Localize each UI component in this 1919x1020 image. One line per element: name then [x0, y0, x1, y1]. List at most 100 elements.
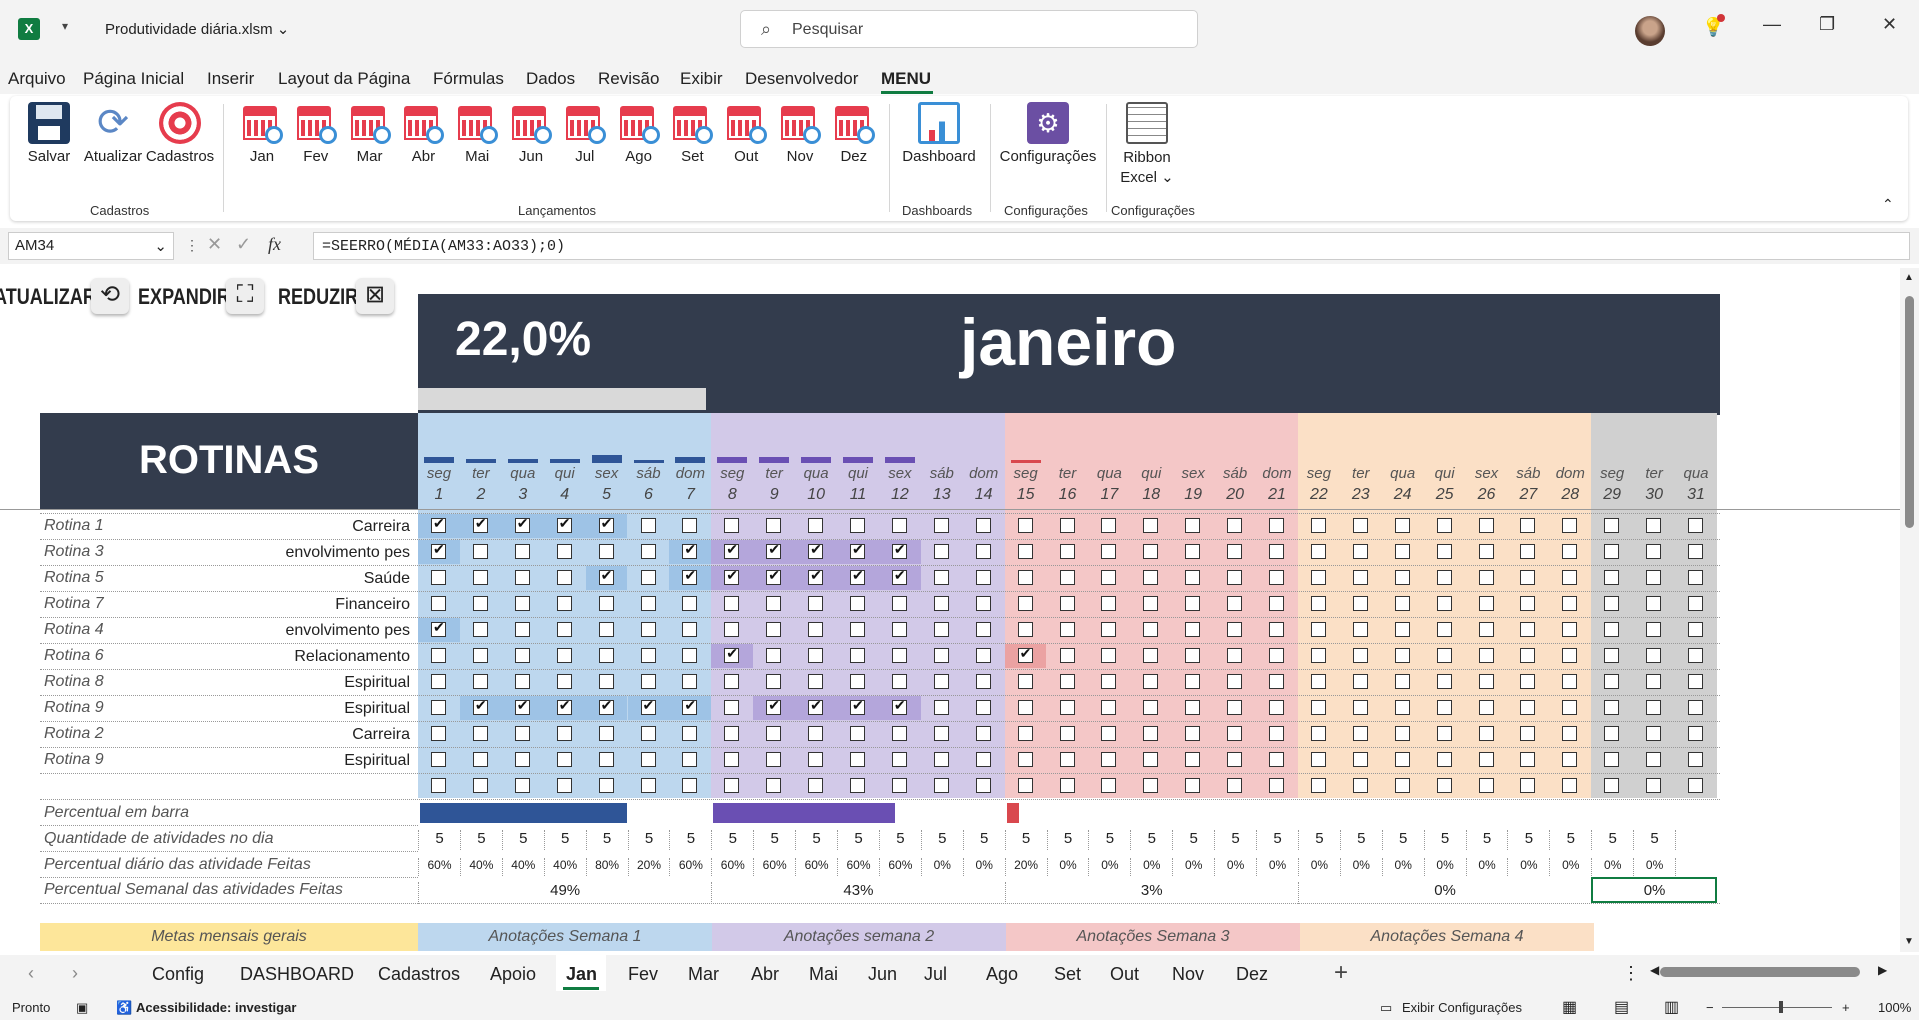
routine-checkbox[interactable]	[808, 648, 824, 663]
routine-checkbox[interactable]	[1310, 752, 1326, 767]
routine-checkbox[interactable]	[808, 596, 824, 611]
routine-checkbox[interactable]	[1394, 752, 1410, 767]
routine-checkbox[interactable]	[1059, 596, 1075, 611]
month-button-nov[interactable]: Nov	[778, 102, 822, 165]
routine-checkbox[interactable]	[891, 518, 907, 533]
routine-checkbox[interactable]	[556, 596, 572, 611]
routine-checkbox[interactable]	[808, 726, 824, 741]
routine-checkbox[interactable]	[1101, 622, 1117, 637]
routine-checkbox[interactable]	[766, 726, 782, 741]
routine-checkbox[interactable]	[1017, 674, 1033, 689]
routine-checkbox[interactable]	[1059, 518, 1075, 533]
routine-checkbox[interactable]	[1520, 726, 1536, 741]
month-button-fev[interactable]: Fev	[294, 102, 338, 165]
tab-inserir[interactable]: Inserir	[207, 69, 255, 88]
routine-checkbox[interactable]	[514, 674, 530, 689]
minimize-button[interactable]: —	[1763, 14, 1781, 34]
month-button-abr[interactable]: Abr	[401, 102, 445, 165]
routine-checkbox[interactable]	[1394, 570, 1410, 585]
routine-checkbox[interactable]	[640, 726, 656, 741]
zoom-slider[interactable]	[1722, 1007, 1832, 1008]
routine-checkbox[interactable]	[850, 674, 865, 689]
routine-checkbox[interactable]	[1394, 700, 1410, 715]
notes-header[interactable]: Anotações Semana 1	[418, 923, 712, 951]
routine-checkbox[interactable]	[975, 752, 991, 767]
routine-checkbox[interactable]	[598, 544, 614, 559]
routine-checkbox[interactable]	[808, 697, 824, 715]
zoom-thumb[interactable]	[1779, 1001, 1783, 1013]
month-button-dez[interactable]: Dez	[832, 102, 876, 165]
zoom-out-icon[interactable]: −	[1706, 1000, 1714, 1015]
routine-checkbox[interactable]	[1604, 596, 1620, 611]
routine-checkbox[interactable]	[682, 596, 698, 611]
routine-checkbox[interactable]	[891, 541, 907, 559]
routine-checkbox[interactable]	[1227, 622, 1243, 637]
routine-checkbox[interactable]	[975, 544, 991, 559]
routine-checkbox[interactable]	[514, 570, 530, 585]
routine-checkbox[interactable]	[1227, 778, 1243, 793]
routine-checkbox[interactable]	[1017, 700, 1033, 715]
routine-checkbox[interactable]	[556, 778, 572, 793]
accessibility-status[interactable]: Acessibilidade: investigar	[136, 1000, 297, 1015]
routine-checkbox[interactable]	[472, 648, 488, 663]
routine-checkbox[interactable]	[1478, 596, 1494, 611]
routine-checkbox[interactable]	[1352, 752, 1368, 767]
routine-checkbox[interactable]	[724, 726, 740, 741]
scroll-right-icon[interactable]: ▶	[1878, 963, 1888, 977]
routine-checkbox[interactable]	[556, 726, 572, 741]
routine-checkbox[interactable]	[598, 778, 614, 793]
page-layout-icon[interactable]: ▤	[1614, 999, 1630, 1016]
routine-checkbox[interactable]	[1520, 622, 1536, 637]
routine-checkbox[interactable]	[850, 567, 865, 585]
routine-checkbox[interactable]	[682, 648, 698, 663]
routine-checkbox[interactable]	[1059, 726, 1075, 741]
routine-checkbox[interactable]	[1269, 648, 1284, 663]
routine-checkbox[interactable]	[1436, 752, 1452, 767]
routine-checkbox[interactable]	[891, 622, 907, 637]
routine-checkbox[interactable]	[1520, 518, 1536, 533]
routine-checkbox[interactable]	[1101, 648, 1117, 663]
routine-checkbox[interactable]	[1101, 778, 1117, 793]
routine-checkbox[interactable]	[1310, 648, 1326, 663]
routine-checkbox[interactable]	[556, 697, 572, 715]
routine-checkbox[interactable]	[1562, 570, 1578, 585]
routine-checkbox[interactable]	[1478, 726, 1494, 741]
routine-checkbox[interactable]	[1562, 648, 1578, 663]
routine-checkbox[interactable]	[975, 622, 991, 637]
routine-checkbox[interactable]	[640, 674, 656, 689]
routine-checkbox[interactable]	[472, 515, 488, 533]
routine-checkbox[interactable]	[850, 697, 865, 715]
cadastros-button[interactable]: Cadastros	[145, 102, 215, 165]
routine-checkbox[interactable]	[431, 778, 446, 793]
routine-checkbox[interactable]	[1646, 674, 1662, 689]
routine-checkbox[interactable]	[1227, 700, 1243, 715]
sheet-tab-fev[interactable]: Fev	[628, 964, 659, 984]
routine-checkbox[interactable]	[1520, 596, 1536, 611]
routine-checkbox[interactable]	[682, 697, 698, 715]
routine-checkbox[interactable]	[850, 596, 865, 611]
routine-checkbox[interactable]	[891, 567, 907, 585]
tab-arquivo[interactable]: Arquivo	[8, 69, 66, 88]
routine-checkbox[interactable]	[1352, 674, 1368, 689]
atualizar-button[interactable]: ⟳ Atualizar	[80, 102, 146, 165]
routine-checkbox[interactable]	[933, 544, 949, 559]
routine-checkbox[interactable]	[1017, 752, 1033, 767]
routine-checkbox[interactable]	[472, 752, 488, 767]
routine-checkbox[interactable]	[556, 515, 572, 533]
sheet-tab-jun[interactable]: Jun	[868, 964, 898, 984]
routine-checkbox[interactable]	[808, 752, 824, 767]
routine-checkbox[interactable]	[850, 648, 865, 663]
routine-checkbox[interactable]	[556, 674, 572, 689]
routine-checkbox[interactable]	[1269, 778, 1284, 793]
worksheet[interactable]: ATUALIZAR ⟲ EXPANDIR ⛶ REDUZIR ⊠ 22,0% j…	[0, 268, 1900, 952]
routine-checkbox[interactable]	[556, 752, 572, 767]
routine-checkbox[interactable]	[766, 752, 782, 767]
routine-checkbox[interactable]	[850, 622, 865, 637]
routine-checkbox[interactable]	[1478, 674, 1494, 689]
routine-checkbox[interactable]	[1143, 700, 1159, 715]
routine-checkbox[interactable]	[431, 752, 446, 767]
routine-checkbox[interactable]	[1436, 570, 1452, 585]
routine-checkbox[interactable]	[1185, 726, 1201, 741]
routine-checkbox[interactable]	[682, 674, 698, 689]
routine-checkbox[interactable]	[1604, 518, 1620, 533]
